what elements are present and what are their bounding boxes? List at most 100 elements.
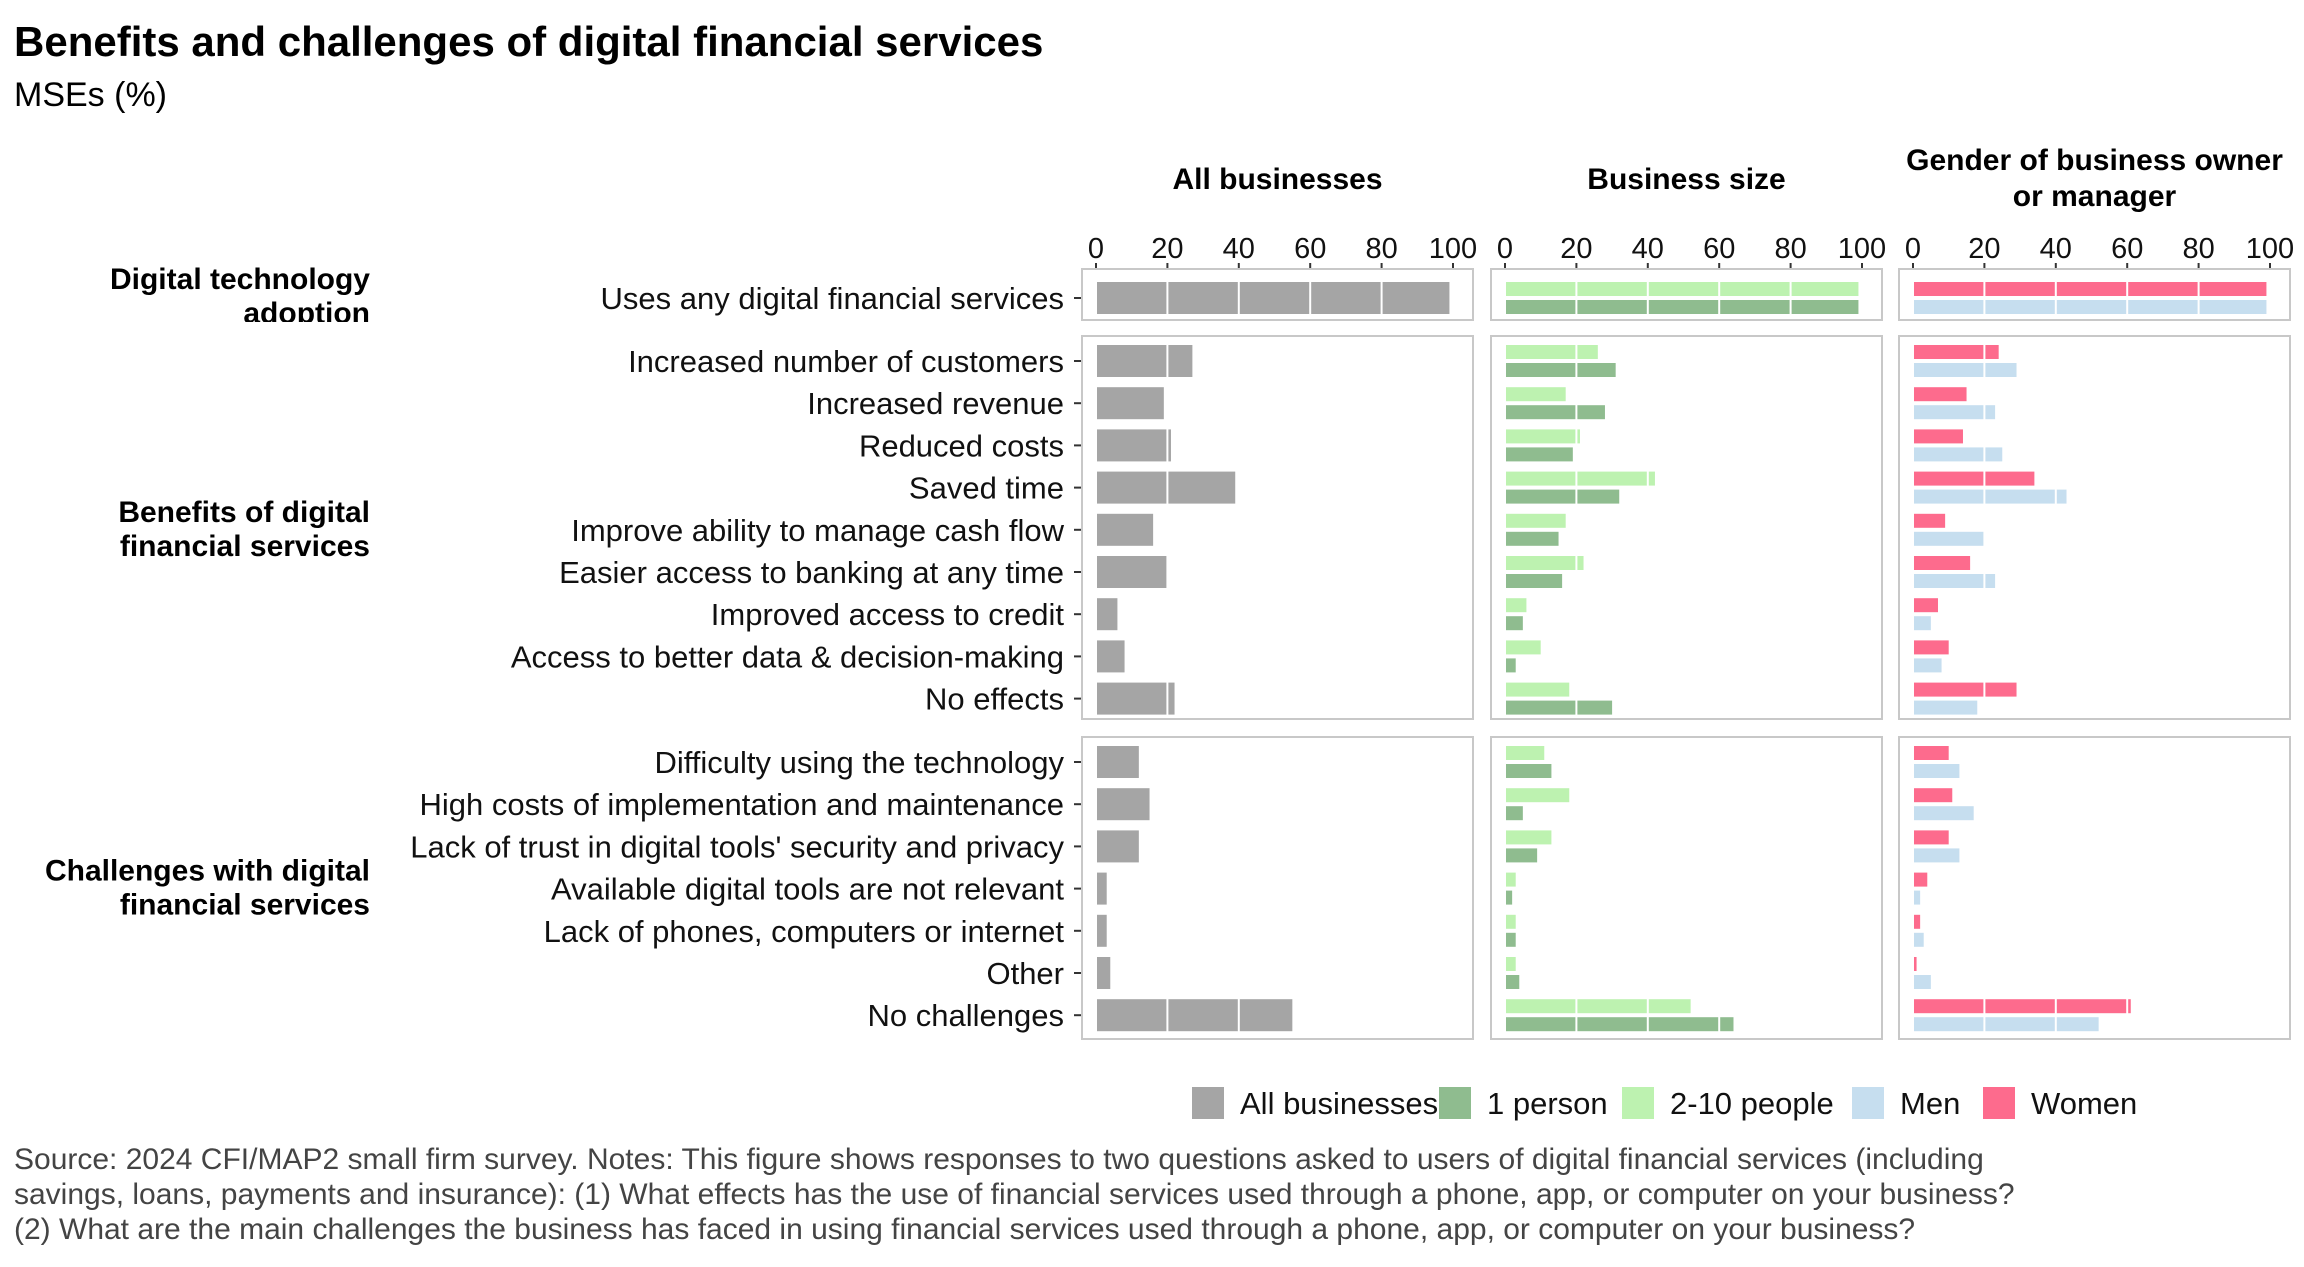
bar-men <box>1913 975 1931 989</box>
panel-border <box>1898 335 2291 720</box>
bar-1-person <box>1505 658 1516 673</box>
legend-swatch <box>1852 1087 1884 1119</box>
bar-men <box>1913 363 2017 377</box>
bar-1-person <box>1505 531 1559 546</box>
chart-figure: All businesses 0 20 40 60 80 100 Business size 0… <box>45 144 2294 1121</box>
panel-border <box>1490 736 1883 1040</box>
x-tick-label: 80 <box>1774 233 1806 265</box>
bar-women <box>1913 640 1949 655</box>
group-title-line: adoption <box>243 297 370 330</box>
panel-border <box>1081 736 1474 1040</box>
bar-1-person <box>1505 405 1605 420</box>
bar-2-10-people <box>1505 345 1598 359</box>
bar-all-businesses <box>1096 788 1150 821</box>
bar-all-businesses <box>1096 830 1139 863</box>
panel-border <box>1081 268 1474 321</box>
bar-1-person <box>1505 932 1516 947</box>
bar-men <box>1913 764 1960 778</box>
bar-2-10-people <box>1505 513 1566 528</box>
bar-1-person <box>1505 616 1523 631</box>
bar-women <box>1913 957 1917 971</box>
x-tick-label: 40 <box>1223 233 1255 265</box>
bar-2-10-people <box>1505 746 1545 760</box>
bar-1-person <box>1505 848 1538 863</box>
bar-all-businesses <box>1096 957 1111 989</box>
bar-women <box>1913 513 1946 528</box>
category-label: Available digital tools are not relevant <box>551 872 1064 907</box>
bar-2-10-people <box>1505 598 1527 613</box>
bar-2-10-people <box>1505 471 1655 486</box>
bar-all-businesses <box>1096 429 1171 462</box>
panel-title: All businesses <box>1172 163 1382 196</box>
bar-men <box>1913 616 1931 631</box>
bar-all-businesses <box>1096 387 1164 420</box>
bar-2-10-people <box>1505 556 1584 570</box>
bar-men <box>1913 848 1960 863</box>
bar-women <box>1913 471 2035 486</box>
bar-all-businesses <box>1096 999 1293 1032</box>
bar-2-10-people <box>1505 872 1516 887</box>
x-tick-label: 0 <box>1905 233 1921 265</box>
bar-men <box>1913 700 1978 715</box>
x-tick-label: 40 <box>1632 233 1664 265</box>
x-tick-label: 60 <box>2111 233 2143 265</box>
bar-all-businesses <box>1096 746 1139 778</box>
panel-border <box>1898 268 2291 321</box>
category-label: Saved time <box>909 471 1064 506</box>
bar-women <box>1913 788 1953 803</box>
bar-women <box>1913 999 2131 1014</box>
bar-women <box>1913 345 1999 359</box>
bar-men <box>1913 574 1996 588</box>
panel-border <box>1490 268 1883 321</box>
category-label: Easier access to banking at any time <box>559 555 1064 590</box>
bar-2-10-people <box>1505 387 1566 402</box>
bar-1-person <box>1505 890 1513 905</box>
bar-men <box>1913 932 1924 947</box>
chart-subtitle: MSEs (%) <box>14 76 167 114</box>
bar-women <box>1913 746 1949 760</box>
panel-frame <box>1898 736 2291 1040</box>
bar-1-person <box>1505 764 1552 778</box>
source-note-line: (2) What are the main challenges the bus… <box>14 1213 1916 1246</box>
source-note-line: Source: 2024 CFI/MAP2 small firm survey.… <box>14 1143 1984 1176</box>
panel-border <box>1898 736 2291 1040</box>
bar-all-businesses <box>1096 345 1193 377</box>
bar-men <box>1913 405 1996 420</box>
panel-title: or manager <box>2013 180 2177 213</box>
x-tick-label: 20 <box>1968 233 2000 265</box>
bar-all-businesses <box>1096 282 1450 314</box>
bar-men <box>1913 1017 2099 1032</box>
bar-all-businesses <box>1096 513 1154 546</box>
bar-all-businesses <box>1096 471 1236 504</box>
x-tick-label: 80 <box>1365 233 1397 265</box>
bar-women <box>1913 914 1921 929</box>
bar-2-10-people <box>1505 429 1580 444</box>
bar-women <box>1913 429 1963 444</box>
category-label: Reduced costs <box>859 428 1064 463</box>
category-label: Lack of trust in digital tools' security… <box>410 829 1064 864</box>
bar-all-businesses <box>1096 682 1175 715</box>
panel-border <box>1490 335 1883 720</box>
bar-all-businesses <box>1096 640 1125 673</box>
bar-1-person <box>1505 806 1523 821</box>
bar-1-person <box>1505 447 1573 462</box>
bar-2-10-people <box>1505 830 1552 845</box>
bar-2-10-people <box>1505 999 1691 1014</box>
bar-1-person <box>1505 300 1859 314</box>
x-tick-label: 80 <box>2182 233 2214 265</box>
panel-title: Business size <box>1587 163 1785 196</box>
bar-all-businesses <box>1096 556 1168 588</box>
category-label: Difficulty using the technology <box>654 745 1064 780</box>
category-label: Uses any digital financial services <box>601 281 1065 316</box>
bar-all-businesses <box>1096 598 1118 631</box>
bar-men <box>1913 890 1921 905</box>
panel-border <box>1081 335 1474 720</box>
category-label: Improve ability to manage cash flow <box>571 513 1064 548</box>
x-tick-label: 20 <box>1151 233 1183 265</box>
category-label: Access to better data & decision-making <box>511 639 1064 674</box>
legend-swatch <box>1622 1087 1654 1119</box>
category-label: High costs of implementation and mainten… <box>420 787 1064 822</box>
x-tick-label: 100 <box>1838 233 1886 265</box>
